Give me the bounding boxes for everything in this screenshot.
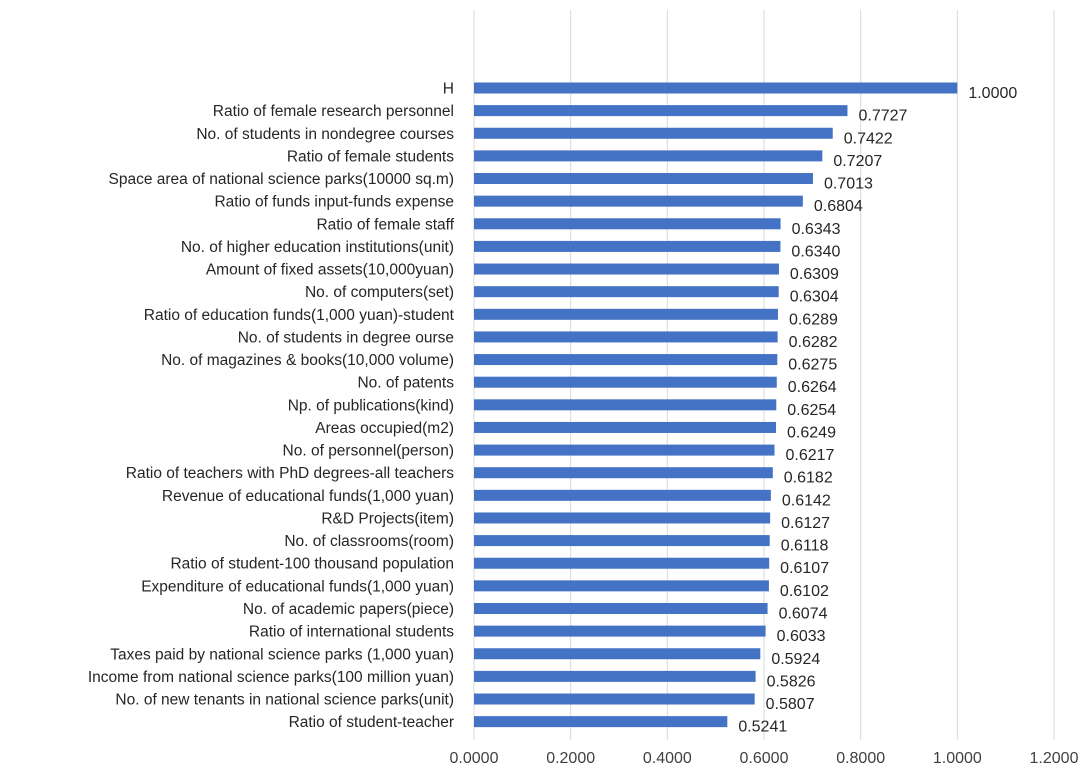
- bar: [474, 557, 770, 569]
- category-label: Ratio of female research personnel: [213, 103, 454, 120]
- data-label: 0.6275: [788, 357, 837, 374]
- category-label: No. of magazines & books(10,000 volume): [161, 352, 454, 369]
- bar: [474, 648, 761, 660]
- bar: [474, 150, 823, 162]
- bar: [474, 512, 771, 524]
- data-label: 0.5924: [771, 651, 820, 668]
- data-label: 0.6102: [780, 583, 829, 600]
- data-label: 0.6304: [790, 289, 839, 306]
- bar: [474, 421, 777, 433]
- data-label: 0.6118: [781, 538, 829, 555]
- bar: [474, 82, 958, 94]
- bar: [474, 354, 778, 366]
- bar: [474, 308, 778, 320]
- x-tick-label: 0.4000: [643, 750, 692, 767]
- data-label: 0.6033: [777, 628, 826, 645]
- x-tick-label: 0.8000: [836, 750, 885, 767]
- category-label: Expenditure of educational funds(1,000 y…: [141, 578, 454, 595]
- bar: [474, 670, 756, 682]
- category-label: Ratio of international students: [249, 624, 454, 641]
- data-label: 0.6107: [780, 560, 829, 577]
- category-label: H: [443, 81, 454, 98]
- data-label: 0.6343: [792, 221, 841, 238]
- bar: [474, 127, 833, 139]
- category-label: Ratio of teachers with PhD degrees-all t…: [126, 465, 454, 482]
- category-label: Ratio of funds input-funds expense: [214, 194, 454, 211]
- bars: [474, 82, 958, 728]
- bar: [474, 580, 769, 592]
- category-label: No. of students in degree ourse: [238, 329, 454, 346]
- data-label: 0.5826: [767, 673, 816, 690]
- data-label: 1.0000: [968, 85, 1017, 102]
- x-tick-label: 1.0000: [933, 750, 982, 767]
- category-label: Ratio of female students: [287, 148, 454, 165]
- category-label: Taxes paid by national science parks (1,…: [110, 646, 454, 663]
- category-label: No. of new tenants in national science p…: [115, 692, 454, 709]
- bar: [474, 602, 768, 614]
- data-label: 0.6249: [787, 424, 836, 441]
- bar: [474, 286, 779, 298]
- bar: [474, 399, 777, 411]
- data-label: 0.6340: [791, 243, 840, 260]
- data-label: 0.6282: [789, 334, 838, 351]
- bar: [474, 467, 773, 479]
- data-label: 0.6182: [784, 470, 833, 487]
- bar: [474, 489, 771, 501]
- data-label: 0.7727: [858, 108, 907, 125]
- bar: [474, 105, 848, 117]
- category-label: Ratio of female staff: [316, 216, 454, 233]
- data-label: 0.6254: [787, 402, 836, 419]
- data-label: 0.6127: [781, 515, 830, 532]
- bar: [474, 716, 728, 728]
- bar: [474, 376, 777, 388]
- x-tick-label: 1.2000: [1030, 750, 1079, 767]
- category-label: No. of computers(set): [305, 284, 454, 301]
- category-label: No. of students in nondegree courses: [196, 126, 454, 143]
- category-label: Amount of fixed assets(10,000yuan): [206, 262, 454, 279]
- data-label: 0.5241: [738, 719, 787, 736]
- data-label: 0.6142: [782, 492, 831, 509]
- category-label: No. of higher education institutions(uni…: [181, 239, 454, 256]
- data-label: 0.7207: [833, 153, 882, 170]
- bar: [474, 693, 755, 705]
- x-tick-label: 0.6000: [740, 750, 789, 767]
- category-label: Ratio of student-teacher: [289, 714, 454, 731]
- bar: [474, 331, 778, 343]
- category-label: Revenue of educational funds(1,000 yuan): [162, 488, 454, 505]
- data-label: 0.7422: [844, 130, 893, 147]
- category-label: No. of classrooms(room): [284, 533, 454, 550]
- data-label: 0.5807: [766, 696, 815, 713]
- bar: [474, 263, 779, 275]
- value-labels: 1.0000 0.7727 0.7422 0.7207 0.7013 0.6804 0.63…: [738, 85, 1017, 736]
- x-tick-label: 0.2000: [546, 750, 595, 767]
- data-label: 0.6289: [789, 311, 838, 328]
- bar: [474, 195, 803, 207]
- data-label: 0.6217: [785, 447, 834, 464]
- category-label: No. of patents: [357, 375, 454, 392]
- category-label: No. of academic papers(piece): [243, 601, 454, 618]
- category-label: Areas occupied(m2): [315, 420, 454, 437]
- data-label: 0.6264: [788, 379, 837, 396]
- bar: [474, 535, 770, 547]
- x-axis-tick-labels: 0.0000 0.2000 0.4000 0.6000 0.8000 1.0000 1.20…: [450, 750, 1079, 767]
- data-label: 0.6074: [779, 605, 828, 622]
- x-tick-label: 0.0000: [450, 750, 499, 767]
- bar: [474, 625, 766, 637]
- data-label: 0.6804: [814, 198, 863, 215]
- category-label: No. of personnel(person): [283, 443, 454, 460]
- category-label: Ratio of education funds(1,000 yuan)-stu…: [144, 307, 455, 324]
- data-label: 0.7013: [824, 176, 873, 193]
- category-label: R&D Projects(item): [321, 510, 454, 527]
- category-labels: H Ratio of female research personnel No. o…: [88, 81, 455, 732]
- bar: [474, 240, 781, 252]
- bar: [474, 444, 775, 456]
- bar: [474, 218, 781, 230]
- data-label: 0.6309: [790, 266, 839, 283]
- bar: [474, 173, 813, 185]
- category-label: Ratio of student-100 thousand population: [170, 556, 454, 573]
- category-label: Space area of national science parks(100…: [108, 171, 454, 188]
- category-label: Np. of publications(kind): [288, 397, 454, 414]
- category-label: Income from national science parks(100 m…: [88, 669, 454, 686]
